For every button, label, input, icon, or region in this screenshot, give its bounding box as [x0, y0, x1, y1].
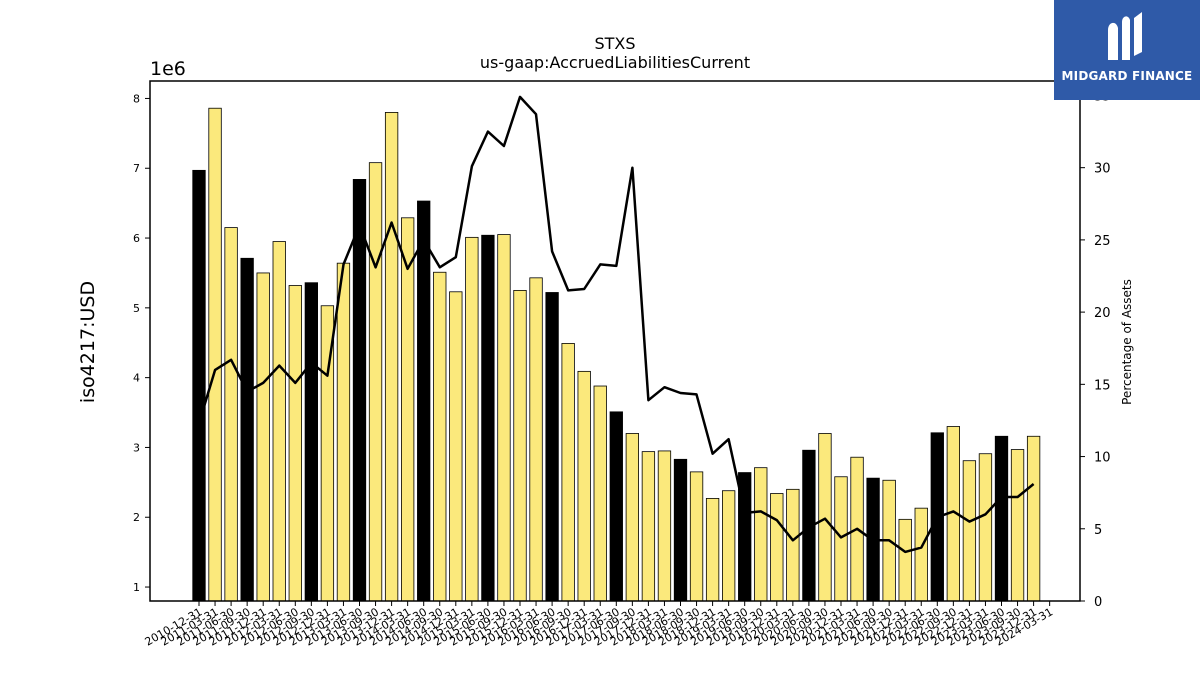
bar-2013-09-30 [368, 162, 383, 602]
bar-2011-03-31 [208, 107, 222, 602]
y2-tick-label: 10 [1094, 451, 1111, 466]
bar-2012-03-31 [272, 241, 286, 602]
y-tick-label: 4 [133, 372, 140, 385]
y2-tick-label: 20 [1094, 306, 1111, 321]
y-tick-label: 6 [133, 232, 140, 245]
y2-axis-label: Percentage of Assets [1120, 279, 1134, 405]
bar-2014-03-31 [400, 217, 415, 602]
y-axis-label: iso4217:USD [77, 281, 99, 403]
bar-2012-06-30 [288, 285, 302, 602]
bar-2014-06-30 [417, 200, 431, 602]
bar-2022-12-31 [962, 460, 977, 602]
bar-2021-12-31 [898, 518, 912, 602]
y-tick-label: 7 [133, 162, 140, 175]
bar-2011-12-31 [256, 272, 270, 602]
y-multiplier-label: 1e6 [150, 58, 186, 80]
bar-2020-12-31 [834, 476, 848, 602]
logo-text: MIDGARD FINANCE [1061, 69, 1193, 83]
bars-group [192, 107, 1041, 602]
bar-2018-12-31 [705, 497, 720, 602]
bar-2012-09-30 [304, 282, 319, 602]
bar-2014-09-30 [433, 271, 447, 602]
brand-logo: MIDGARD FINANCE [1054, 0, 1200, 100]
bar-2015-06-30 [481, 234, 495, 602]
bar-2020-09-30 [818, 433, 832, 602]
bar-2019-09-30 [754, 467, 768, 602]
bar-2010-12-31 [192, 169, 206, 602]
chart-title: STXS [594, 34, 635, 53]
bar-2018-09-30 [689, 471, 704, 602]
bar-2011-09-30 [240, 257, 254, 602]
logo-mark-icon [1108, 12, 1142, 60]
y2-tick-label: 5 [1094, 523, 1102, 538]
bar-2023-06-30 [994, 435, 1009, 602]
bar-2018-03-31 [657, 450, 672, 602]
bar-2014-12-31 [449, 291, 463, 602]
bar-2022-03-31 [914, 507, 928, 602]
y2-tick-label: 15 [1094, 378, 1111, 393]
bar-2015-03-31 [465, 236, 479, 602]
y-tick-label: 8 [133, 92, 140, 105]
bar-2015-12-31 [513, 289, 527, 602]
bar-2020-03-31 [786, 488, 800, 602]
bar-2017-12-31 [641, 451, 656, 602]
chart-subtitle: us-gaap:AccruedLiabilitiesCurrent [480, 53, 750, 72]
percentage-line [197, 95, 1035, 554]
y-tick-label: 3 [133, 441, 140, 454]
bar-2017-06-30 [609, 411, 623, 602]
bar-2016-09-30 [561, 343, 575, 602]
bar-2016-03-31 [529, 277, 543, 602]
bar-2017-09-30 [625, 433, 639, 602]
y-tick-label: 1 [133, 581, 140, 594]
bar-2023-03-31 [978, 453, 993, 602]
bar-2013-03-31 [336, 262, 351, 602]
bar-2018-06-30 [673, 458, 688, 602]
axes-group: 12345678051015202530352010-12-312011-03-… [133, 89, 1111, 648]
bar-2019-03-31 [722, 490, 736, 602]
bar-2019-12-31 [770, 493, 784, 602]
y2-tick-label: 0 [1094, 595, 1102, 610]
bar-2015-09-30 [497, 234, 511, 602]
bar-2013-12-31 [384, 112, 399, 602]
y2-tick-label: 25 [1094, 234, 1111, 249]
bar-2023-12-31 [1026, 435, 1041, 602]
bar-2013-06-30 [352, 179, 367, 602]
line-group [197, 95, 1035, 554]
y-tick-label: 5 [133, 302, 140, 315]
bar-2016-06-30 [545, 292, 559, 602]
bar-2011-06-30 [224, 227, 238, 602]
bar-2016-12-31 [577, 370, 591, 602]
y2-tick-label: 30 [1094, 162, 1111, 177]
bar-2023-09-30 [1010, 449, 1025, 602]
y-tick-label: 2 [133, 511, 140, 524]
bar-2017-03-31 [593, 385, 607, 602]
plot-frame [149, 80, 1081, 602]
